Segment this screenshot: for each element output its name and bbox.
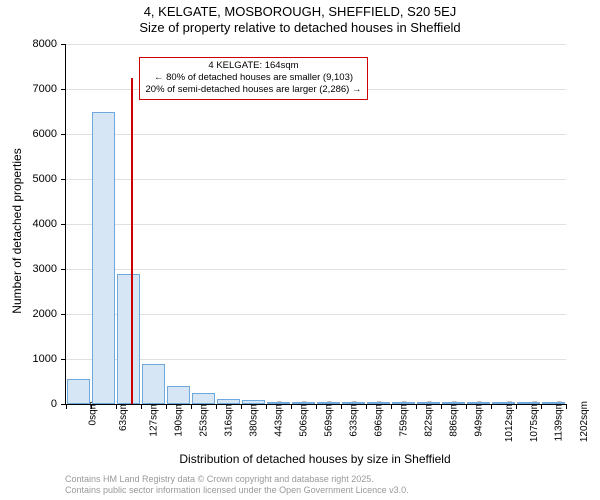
histogram-bar bbox=[92, 112, 116, 405]
histogram-bar bbox=[417, 402, 441, 404]
histogram-bar bbox=[242, 400, 266, 404]
histogram-bar bbox=[492, 402, 516, 404]
histogram-bar bbox=[67, 379, 91, 404]
ytick-label: 4000 bbox=[15, 218, 57, 230]
ytick-label: 7000 bbox=[15, 83, 57, 95]
xtick-mark bbox=[391, 404, 392, 409]
gridline bbox=[66, 359, 566, 360]
xtick-mark bbox=[466, 404, 467, 409]
xtick-label: 696sqm bbox=[374, 401, 385, 437]
xtick-label: 1139sqm bbox=[553, 401, 564, 441]
histogram-bar bbox=[192, 393, 216, 404]
ytick-label: 6000 bbox=[15, 128, 57, 140]
xtick-label: 949sqm bbox=[474, 401, 485, 437]
xtick-mark bbox=[416, 404, 417, 409]
ytick-label: 8000 bbox=[15, 38, 57, 50]
histogram-bar bbox=[292, 402, 316, 404]
xtick-mark bbox=[266, 404, 267, 409]
xtick-mark bbox=[216, 404, 217, 409]
annotation-line1: 4 KELGATE: 164sqm bbox=[146, 60, 362, 72]
xtick-mark bbox=[441, 404, 442, 409]
xtick-mark bbox=[566, 404, 567, 409]
xtick-mark bbox=[341, 404, 342, 409]
xtick-label: 380sqm bbox=[249, 401, 260, 437]
histogram-bar bbox=[517, 402, 541, 404]
xtick-mark bbox=[316, 404, 317, 409]
xtick-label: 569sqm bbox=[324, 401, 335, 437]
xtick-mark bbox=[366, 404, 367, 409]
histogram-bar bbox=[117, 274, 141, 405]
xtick-label: 253sqm bbox=[199, 401, 210, 437]
histogram-plot: 0sqm63sqm127sqm190sqm253sqm316sqm380sqm4… bbox=[65, 44, 566, 405]
property-marker-line bbox=[131, 78, 133, 404]
annotation-line3: 20% of semi-detached houses are larger (… bbox=[146, 84, 362, 96]
histogram-bar bbox=[542, 402, 566, 404]
gridline bbox=[66, 44, 566, 45]
xtick-mark bbox=[541, 404, 542, 409]
gridline bbox=[66, 134, 566, 135]
xtick-mark bbox=[141, 404, 142, 409]
xtick-label: 0sqm bbox=[87, 401, 98, 425]
xtick-label: 633sqm bbox=[349, 401, 360, 437]
x-axis-label: Distribution of detached houses by size … bbox=[179, 452, 450, 466]
gridline bbox=[66, 269, 566, 270]
chart-title-address: 4, KELGATE, MOSBOROUGH, SHEFFIELD, S20 5… bbox=[0, 0, 600, 19]
chart-title-subtitle: Size of property relative to detached ho… bbox=[0, 20, 600, 35]
xtick-label: 190sqm bbox=[174, 401, 185, 437]
annotation-line2: ← 80% of detached houses are smaller (9,… bbox=[146, 72, 362, 84]
xtick-mark bbox=[291, 404, 292, 409]
histogram-bar bbox=[167, 386, 191, 404]
xtick-label: 443sqm bbox=[274, 401, 285, 437]
ytick-label: 5000 bbox=[15, 173, 57, 185]
chart-area: 0sqm63sqm127sqm190sqm253sqm316sqm380sqm4… bbox=[65, 44, 565, 404]
attribution-footer: Contains HM Land Registry data © Crown c… bbox=[65, 474, 409, 496]
ytick-label: 2000 bbox=[15, 308, 57, 320]
histogram-bar bbox=[142, 364, 166, 405]
histogram-bar bbox=[342, 402, 366, 404]
gridline bbox=[66, 179, 566, 180]
footer-line2: Contains public sector information licen… bbox=[65, 485, 409, 496]
xtick-mark bbox=[241, 404, 242, 409]
xtick-mark bbox=[191, 404, 192, 409]
histogram-bar bbox=[467, 402, 491, 404]
ytick-label: 1000 bbox=[15, 353, 57, 365]
histogram-bar bbox=[217, 399, 241, 404]
xtick-label: 1202sqm bbox=[579, 401, 590, 442]
annotation-box: 4 KELGATE: 164sqm← 80% of detached house… bbox=[139, 57, 369, 100]
xtick-mark bbox=[166, 404, 167, 409]
histogram-bar bbox=[317, 402, 341, 404]
xtick-mark bbox=[91, 404, 92, 409]
xtick-label: 316sqm bbox=[224, 401, 235, 437]
histogram-bar bbox=[367, 402, 391, 404]
footer-line1: Contains HM Land Registry data © Crown c… bbox=[65, 474, 409, 485]
xtick-label: 886sqm bbox=[449, 401, 460, 437]
gridline bbox=[66, 314, 566, 315]
xtick-label: 1075sqm bbox=[529, 401, 540, 442]
xtick-mark bbox=[116, 404, 117, 409]
histogram-bar bbox=[442, 402, 466, 404]
gridline bbox=[66, 224, 566, 225]
ytick-label: 0 bbox=[15, 398, 57, 410]
xtick-mark bbox=[66, 404, 67, 409]
xtick-label: 759sqm bbox=[399, 401, 410, 437]
ytick-label: 3000 bbox=[15, 263, 57, 275]
histogram-bar bbox=[392, 402, 416, 404]
xtick-label: 127sqm bbox=[149, 401, 160, 437]
xtick-label: 63sqm bbox=[118, 401, 129, 431]
xtick-mark bbox=[491, 404, 492, 409]
xtick-label: 822sqm bbox=[424, 401, 435, 437]
xtick-label: 506sqm bbox=[299, 401, 310, 437]
xtick-label: 1012sqm bbox=[504, 401, 515, 442]
xtick-mark bbox=[516, 404, 517, 409]
histogram-bar bbox=[267, 402, 291, 404]
